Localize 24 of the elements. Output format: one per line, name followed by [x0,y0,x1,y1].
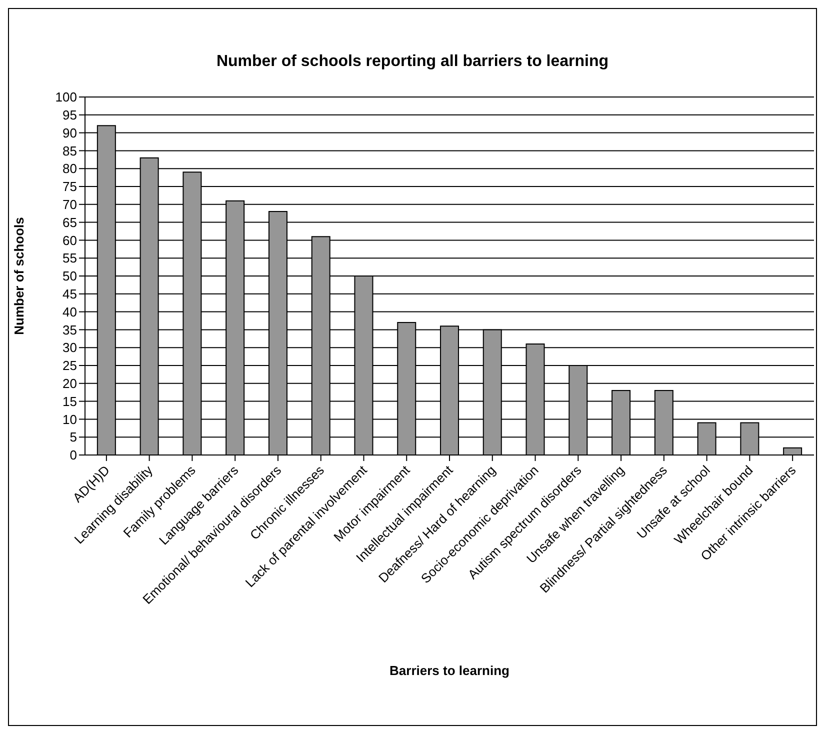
y-tick-label: 30 [62,340,77,356]
y-axis-title: Number of schools [12,217,27,335]
y-tick-label: 10 [62,412,77,427]
x-axis-title: Barriers to learning [390,663,510,678]
y-tick-label: 75 [62,179,77,194]
y-tick-label: 95 [62,108,77,123]
y-tick-label: 80 [62,161,77,176]
y-tick-label: 65 [62,214,77,230]
y-tick-label: 45 [62,286,77,302]
y-tick-label: 55 [62,250,77,266]
y-tick-label: 100 [55,90,77,105]
y-tick-label: 0 [70,448,77,463]
y-tick-label: 15 [62,394,77,409]
y-tick-label: 50 [62,268,77,284]
y-tick-label: 85 [62,143,77,158]
chart-title: Number of schools reporting all barriers to learning [215,53,610,71]
y-tick-label: 20 [62,376,77,392]
y-tick-label: 70 [62,197,77,212]
y-tick-label: 40 [62,304,77,320]
y-tick-label: 90 [62,125,77,140]
y-tick-label: 25 [62,358,77,374]
y-tick-label: 5 [70,430,77,445]
y-tick-label: 60 [62,232,77,248]
y-tick-label: 35 [62,322,77,338]
